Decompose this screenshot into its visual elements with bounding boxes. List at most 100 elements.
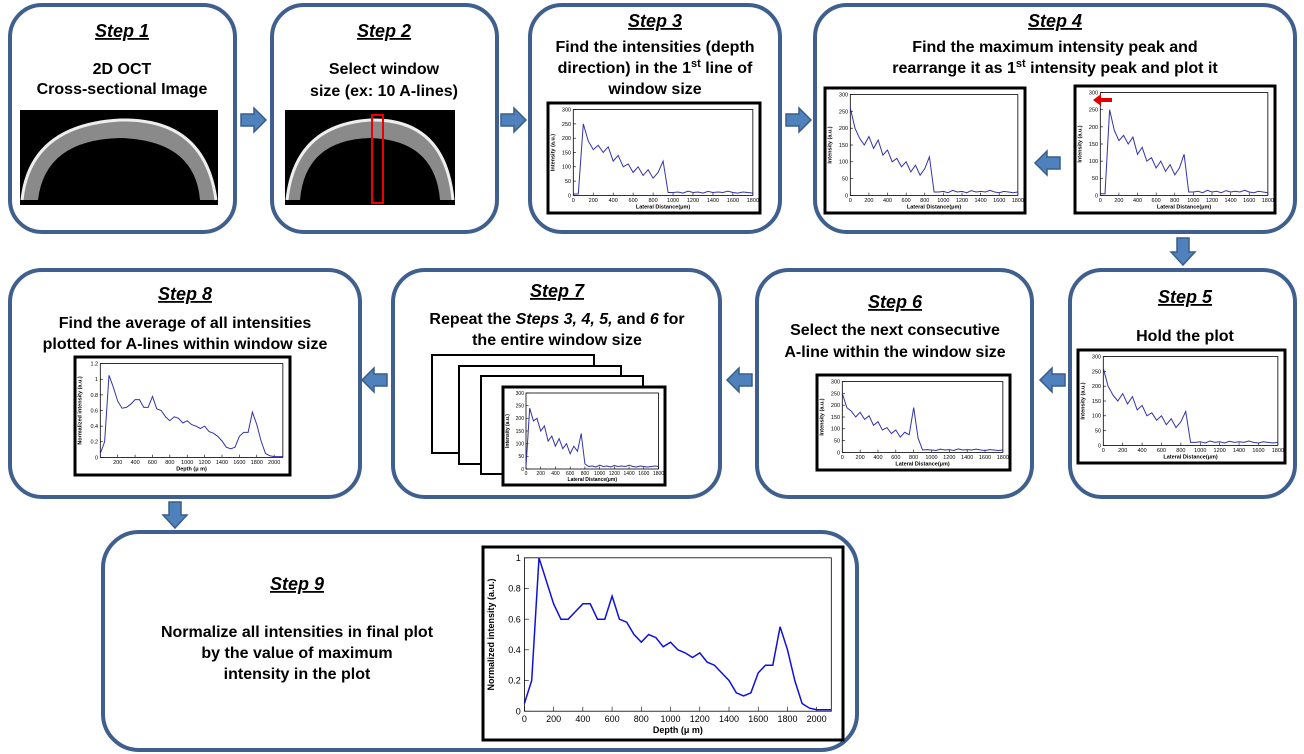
step-text: direction) in the 1st line of [558,58,753,77]
x-tick-label: 1800 [777,714,797,724]
x-tick-label: 400 [873,455,882,461]
arrow [1040,368,1065,392]
arrow [727,368,752,392]
y-tick-label: 250 [839,109,848,115]
y-tick-label: 150 [562,150,571,156]
x-tick-label: 600 [891,455,900,461]
x-tick-label: 1600 [727,198,739,204]
text-part: and [613,311,650,328]
x-tick-label: 1000 [667,198,679,204]
plot-frame [1078,350,1285,463]
x-tick-label: 1800 [747,198,759,204]
text-part: intensity peak and plot it [1026,60,1219,77]
x-tick-label: 0 [525,471,528,477]
x-tick-label: 1800 [997,455,1009,461]
x-axis-label: Lateral Distance(μm) [568,477,618,483]
x-tick-label: 400 [1137,448,1146,454]
x-tick-label: 600 [148,460,157,466]
y-tick-label: 50 [518,454,524,460]
x-tick-label: 400 [609,198,618,204]
x-tick-label: 1800 [1012,198,1024,204]
x-axis-label: Depth (μ m) [176,467,207,473]
step-title: Step 1 [95,21,149,41]
y-tick-label: 0 [516,706,521,716]
x-tick-label: 1000 [661,714,681,724]
x-tick-label: 1200 [956,198,968,204]
arrow [501,108,526,132]
y-axis-label: Intensity (a.u.) [1081,382,1087,419]
y-tick-label: 0.4 [90,424,98,430]
x-tick-label: 1600 [233,460,245,466]
x-tick-label: 600 [902,198,911,204]
x-tick-label: 1200 [1214,448,1226,454]
text-part: for [659,311,685,328]
y-tick-label: 0.8 [508,584,521,594]
step-text: Cross-sectional Image [37,81,208,98]
y-tick-label: 150 [1092,399,1101,405]
x-tick-label: 1600 [748,714,768,724]
oct-image [285,110,455,205]
step-text: Find the intensities (depth [555,39,754,56]
step-text: A-line within the window size [784,344,1005,361]
superscript: st [1016,58,1026,70]
y-tick-label: 300 [516,391,525,397]
step-text: rearrange it as 1st intensity peak and p… [892,58,1218,77]
step-title: Step 8 [158,284,212,304]
step-text: Repeat the Steps 3, 4, 5, and 6 for [429,311,684,328]
x-tick-label: 1600 [638,471,649,477]
step-text: size (ex: 10 A-lines) [310,83,458,100]
y-tick-label: 0 [95,455,98,461]
y-tick-label: 100 [516,441,525,447]
y-tick-label: 250 [1092,369,1101,375]
x-tick-label: 1600 [979,455,991,461]
x-tick-label: 200 [1114,198,1123,204]
x-tick-label: 600 [629,198,638,204]
y-tick-label: 0 [568,193,571,199]
x-tick-label: 1200 [1206,198,1218,204]
y-axis-label: Intensity (a.u.) [505,414,511,448]
y-tick-label: 200 [562,136,571,142]
x-axis-label: Lateral Distance(μm) [1157,205,1212,211]
x-tick-label: 1400 [974,198,986,204]
y-tick-label: 200 [831,403,840,409]
x-tick-label: 800 [920,198,929,204]
y-tick-label: 300 [1089,91,1098,97]
y-tick-label: 0.6 [508,614,521,624]
y-axis-label: Normalized intensity (a.u.) [78,376,84,445]
x-tick-label: 200 [1118,448,1127,454]
y-tick-label: 1.2 [90,362,98,368]
step-text: the entire window size [472,332,642,349]
y-tick-label: 0.4 [508,645,521,655]
x-tick-label: 2000 [807,714,827,724]
x-tick-label: 1600 [993,198,1005,204]
y-tick-label: 300 [1092,355,1101,361]
x-tick-label: 800 [1176,448,1185,454]
y-tick-label: 300 [562,108,571,114]
step-title: Step 5 [1158,287,1213,307]
y-axis-label: Intensity (a.u.) [1078,125,1084,162]
step-text: 2D OCT [93,61,152,78]
y-tick-label: 0 [1095,193,1098,199]
x-tick-label: 600 [605,714,620,724]
x-tick-label: 0 [841,455,844,461]
step-text: Normalize all intensities in final plot [161,624,434,641]
y-tick-label: 200 [839,126,848,132]
x-tick-label: 600 [1152,198,1161,204]
x-tick-label: 2000 [268,460,280,466]
y-tick-label: 200 [1092,384,1101,390]
y-axis-label: Intensity (a.u.) [820,398,826,435]
x-tick-label: 800 [649,198,658,204]
x-axis-label: Depth (μ m) [653,725,703,735]
x-tick-label: 1000 [181,460,193,466]
text-part: rearrange it as 1 [892,60,1016,77]
text-part: Steps 3, 4, 5, [516,311,613,328]
y-axis-label: Normalized intensity (a.u.) [486,578,496,690]
superscript: st [691,58,701,70]
x-tick-label: 1800 [653,471,664,477]
x-tick-label: 800 [909,455,918,461]
y-tick-label: 0.8 [90,393,98,399]
y-tick-label: 200 [516,416,525,422]
y-tick-label: 1 [516,553,521,563]
y-tick-label: 100 [1089,159,1098,165]
x-tick-label: 1400 [1224,198,1236,204]
